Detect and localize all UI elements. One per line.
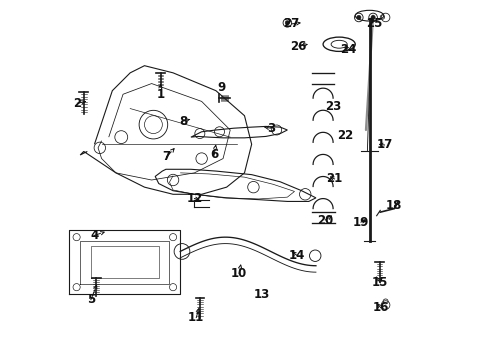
Text: 26: 26 (290, 40, 306, 53)
Text: 9: 9 (217, 81, 225, 94)
Text: 22: 22 (336, 129, 353, 142)
Text: 6: 6 (209, 148, 218, 162)
Text: 14: 14 (288, 249, 305, 262)
Text: 25: 25 (365, 17, 381, 30)
Text: 1: 1 (156, 88, 164, 101)
Circle shape (370, 15, 374, 19)
Text: 11: 11 (188, 311, 204, 324)
Text: 3: 3 (266, 122, 275, 135)
Text: 20: 20 (316, 213, 333, 226)
Text: 15: 15 (371, 276, 387, 289)
Circle shape (285, 21, 289, 25)
Text: 8: 8 (179, 114, 187, 127)
Text: 5: 5 (86, 293, 95, 306)
Text: 17: 17 (376, 139, 392, 152)
Text: 23: 23 (325, 100, 341, 113)
Text: 24: 24 (340, 43, 356, 56)
Circle shape (356, 15, 360, 19)
Text: 7: 7 (162, 150, 170, 163)
Text: 16: 16 (372, 301, 388, 314)
Text: 19: 19 (352, 216, 368, 229)
Text: 27: 27 (283, 17, 299, 30)
Text: 21: 21 (325, 172, 342, 185)
Text: 2: 2 (73, 97, 81, 110)
Text: 12: 12 (186, 192, 202, 205)
Text: 4: 4 (90, 229, 99, 242)
Text: 18: 18 (385, 199, 401, 212)
Text: 13: 13 (253, 288, 269, 301)
Text: 10: 10 (230, 267, 247, 280)
